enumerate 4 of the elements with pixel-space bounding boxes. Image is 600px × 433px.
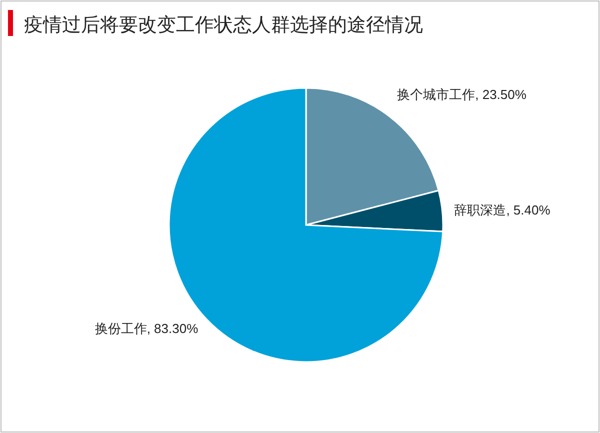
slice-label: 换个城市工作, 23.50% — [397, 87, 527, 102]
chart-title: 疫情过后将要改变工作状态人群选择的途径情况 — [24, 14, 423, 36]
slice-label: 辞职深造, 5.40% — [454, 202, 551, 218]
slice-label: 换份工作, 83.30% — [94, 320, 199, 336]
